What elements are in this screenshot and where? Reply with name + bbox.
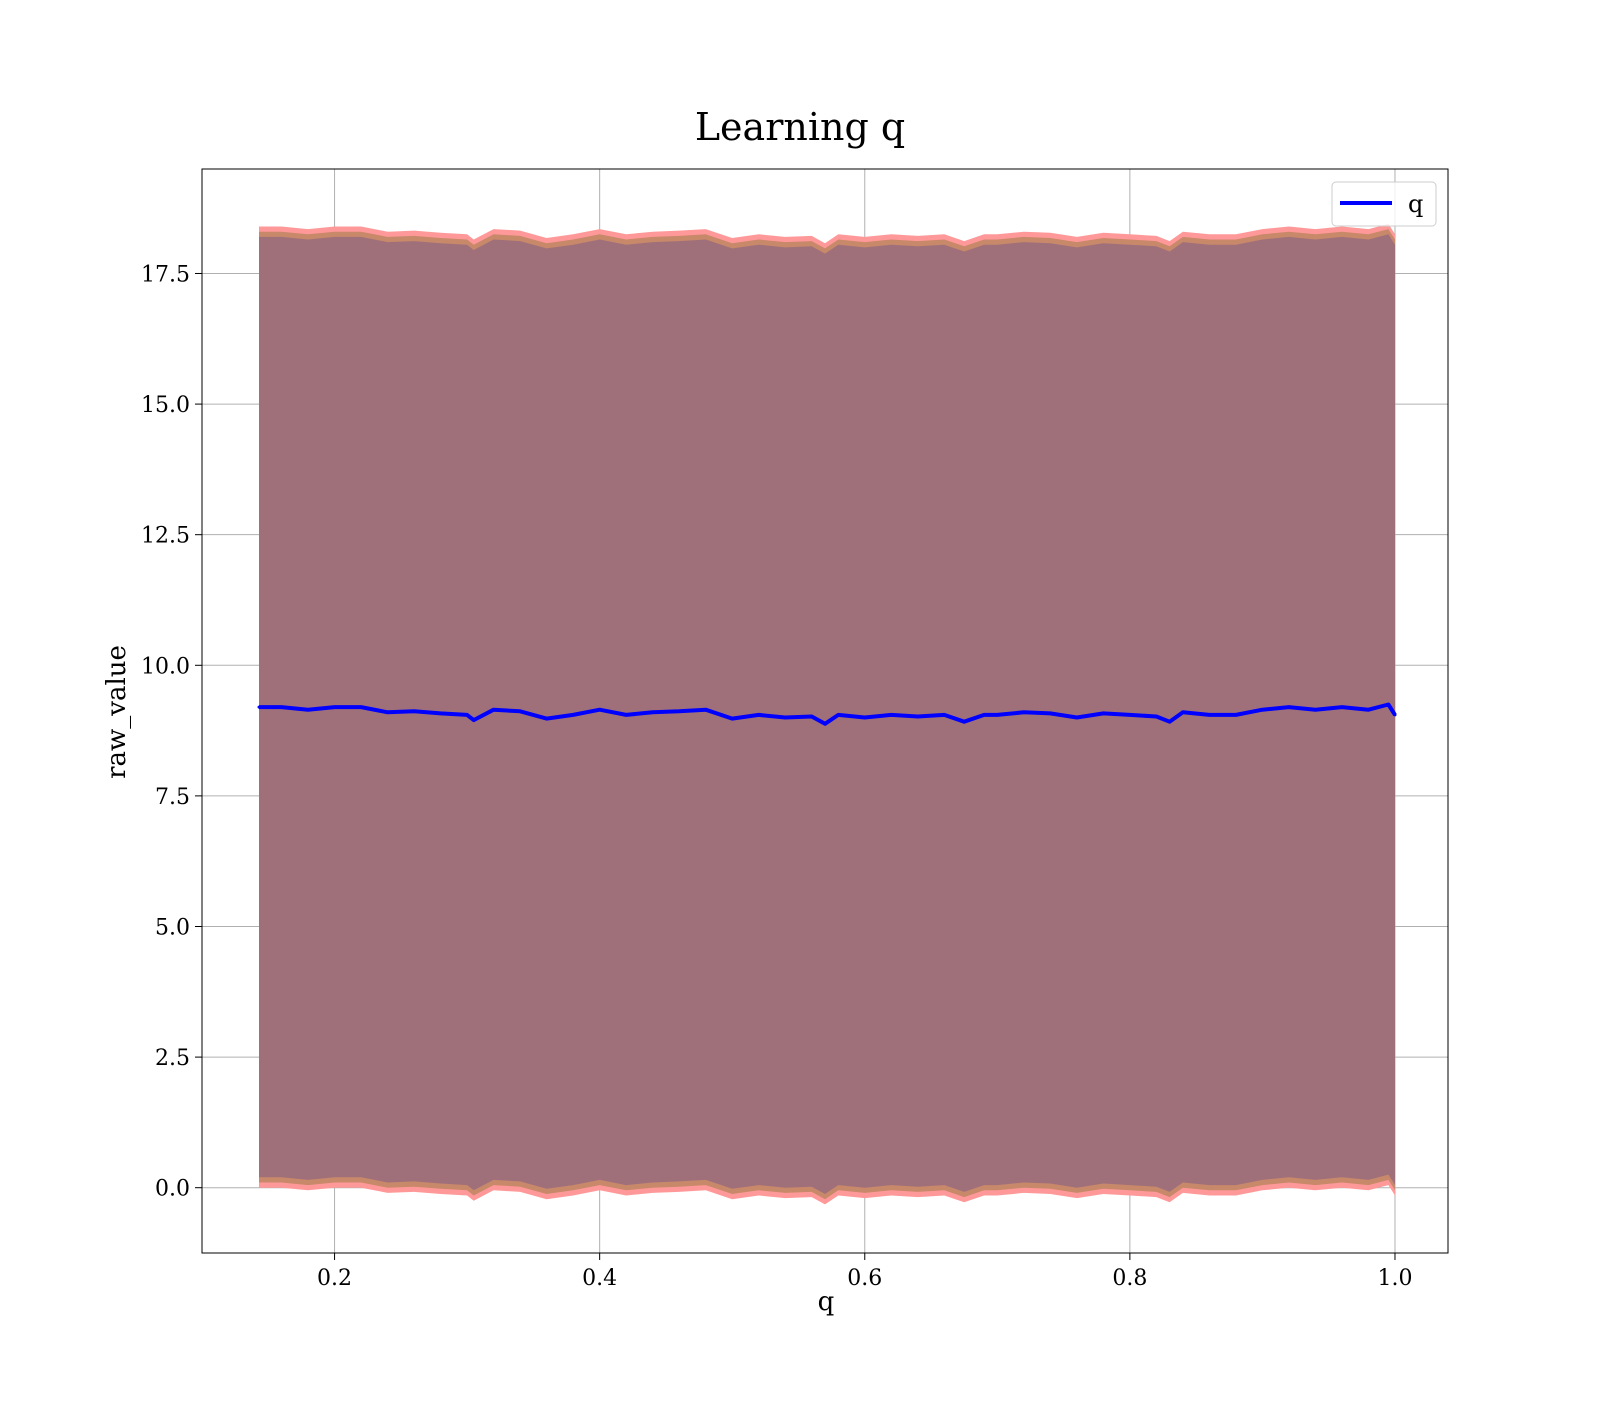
series-point-q [1128,713,1132,717]
series-point-q [942,713,946,717]
series-point-q [1154,715,1158,718]
series-point-q [916,715,920,718]
series-point-q [1287,705,1291,709]
series-point-q [1022,710,1026,714]
y-tick-label: 5.0 [155,915,190,940]
series-point-q [730,717,734,721]
x-ticks: 0.2 0.4 0.6 0.8 1.0 [317,1253,1412,1291]
series-point-q [492,708,496,712]
series-point-q [1168,720,1172,724]
y-tick-label: 0.0 [155,1177,190,1202]
series-point-q [995,713,999,717]
x-axis-label: q [818,1287,835,1317]
legend: q [1331,181,1437,227]
series-point-q [1234,713,1238,717]
y-ticks: 0.0 2.5 5.0 7.5 10.0 12.5 15.0 17.5 [141,262,202,1202]
series-point-q [1386,703,1390,706]
series-point-q [386,710,390,714]
series-point-q [545,717,549,721]
series-point-q [863,716,867,719]
legend-label-q: q [1408,190,1423,218]
x-tick-label: 0.6 [847,1266,882,1291]
series-point-q [1048,711,1052,715]
y-tick-label: 2.5 [155,1046,190,1071]
series-point-q [624,713,628,717]
confidence-band-3 [259,234,1395,1195]
band-layer [259,223,1395,1205]
series-point-q [333,705,337,709]
x-tick-label: 0.8 [1112,1266,1147,1291]
x-tick-label: 0.2 [317,1266,352,1291]
series-point-q [1181,710,1185,714]
series-point-q [306,708,310,712]
y-tick-label: 10.0 [141,654,190,679]
series-point-q [280,705,283,709]
series-point-q [704,708,708,712]
x-tick-label: 1.0 [1377,1266,1412,1291]
series-point-q [1313,708,1317,712]
series-point-q [651,710,655,714]
series-point-q [1207,713,1211,717]
y-tick-label: 17.5 [141,262,190,287]
y-tick-label: 7.5 [155,785,190,810]
series-point-q [359,705,363,709]
series-point-q [982,713,986,717]
series-point-q [783,716,787,719]
y-axis-label: raw_value [102,645,132,779]
series-point-q [962,720,966,724]
series-point-q [465,713,469,717]
series-point-q [571,713,575,717]
axes-frame [201,168,1449,1254]
series-point-q [412,709,416,713]
series-point-q [257,705,261,709]
chart-title: Learning q [695,105,905,149]
series-point-q [823,722,827,726]
series-point-q [1101,711,1105,715]
series-point-q [1393,713,1397,717]
y-tick-label: 15.0 [141,393,190,418]
series-point-q [439,711,443,715]
series-point-q [518,709,522,713]
series-point-q [1340,705,1344,709]
series-layer [257,702,1397,726]
series-point-q [757,713,761,717]
y-tick-label: 12.5 [141,524,190,549]
series-point-q [889,713,893,717]
series-point-q [1260,708,1264,712]
series-point-q [810,715,814,718]
x-tick-label: 0.4 [582,1266,617,1291]
series-point-q [836,713,840,717]
series-point-q [1367,708,1370,712]
series-point-q [677,709,681,713]
series-point-q [1075,716,1079,719]
series-point-q [598,708,602,712]
series-point-q [472,718,476,722]
